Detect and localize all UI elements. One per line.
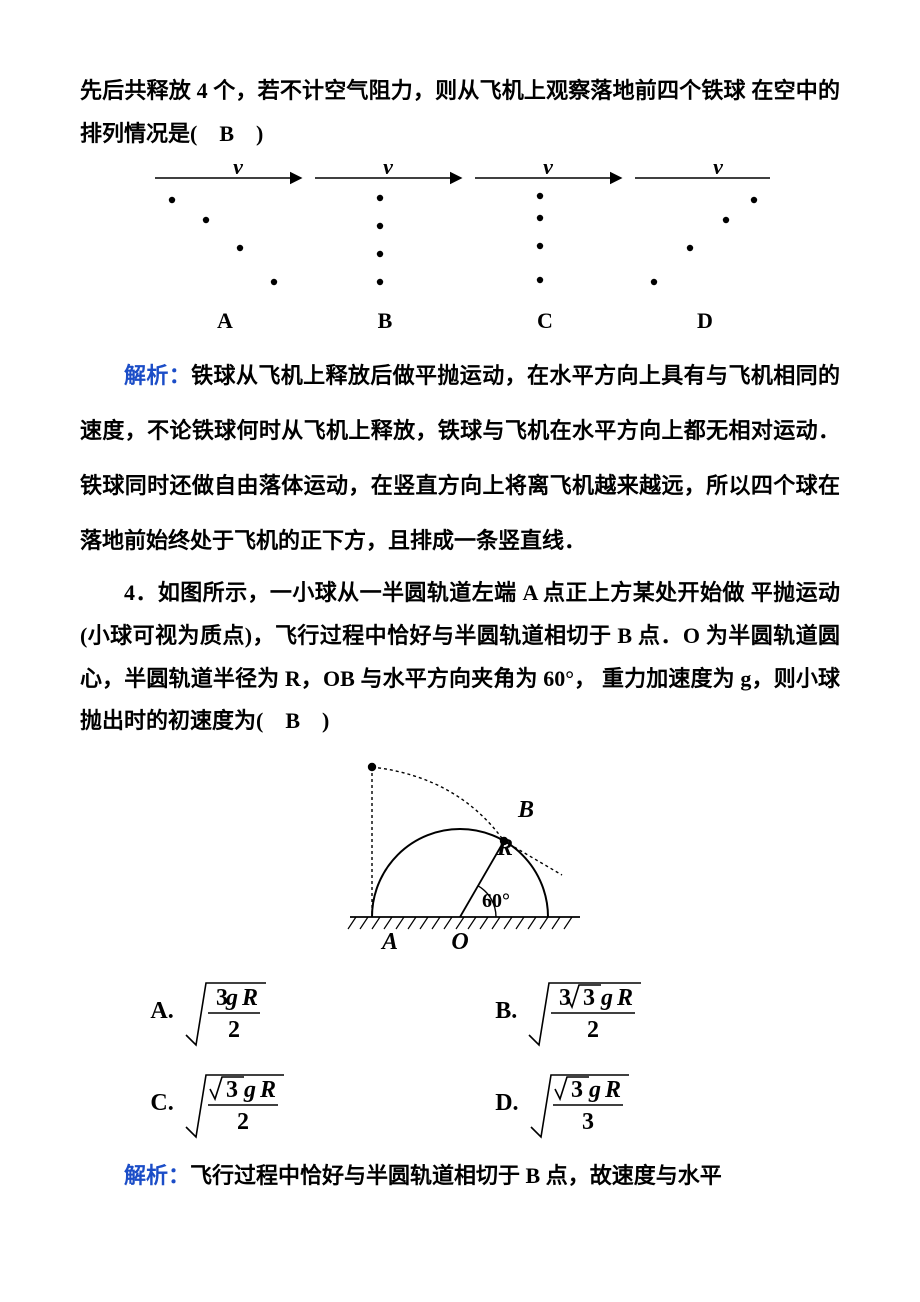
choice-d-label: D. [495, 1080, 518, 1127]
svg-text:v: v [543, 160, 553, 179]
svg-text:2: 2 [587, 1017, 599, 1043]
svg-text:A: A [380, 929, 398, 955]
choice-b: B. 33gR2 [495, 965, 840, 1057]
choice-a-expr: 3gR2 [182, 975, 332, 1047]
svg-text:g: g [225, 985, 238, 1011]
choice-d-expr: 3gR3 [527, 1067, 677, 1139]
q4-line1: 4．如图所示，一小球从一半圆轨道左端 A 点正上方某处开始做 [124, 580, 745, 605]
svg-text:C: C [537, 308, 553, 333]
choice-c-expr: 3gR2 [182, 1067, 332, 1139]
q3-intro: 先后共释放 4 个，若不计空气阻力，则从飞机上观察落地前四个铁球 在空中的排列情… [80, 70, 840, 156]
svg-text:B: B [517, 797, 534, 823]
choice-c: C. 3gR2 [150, 1057, 495, 1149]
diagram-semicircle: A O BR 60° [310, 747, 610, 957]
svg-text:3: 3 [583, 985, 595, 1011]
analysis-prefix: 解析： [124, 363, 191, 388]
svg-text:3: 3 [571, 1077, 583, 1103]
q3-analysis-body: 铁球从飞机上释放后做平抛运动，在水平方向上具有与飞机相同的速度，不论铁球何时从飞… [80, 363, 840, 553]
svg-text:3: 3 [559, 985, 571, 1011]
q4-text: 4．如图所示，一小球从一半圆轨道左端 A 点正上方某处开始做 平抛运动(小球可视… [80, 572, 840, 744]
diagram-options-abcd: v Av Bv Cv D [150, 160, 770, 340]
choice-a-label: A. [150, 988, 173, 1035]
choice-c-label: C. [150, 1080, 173, 1127]
svg-text:R: R [616, 985, 633, 1011]
choice-a: A. 3gR2 [150, 965, 495, 1057]
svg-text:60°: 60° [482, 890, 510, 912]
svg-text:v: v [233, 160, 243, 179]
svg-text:g: g [600, 985, 613, 1011]
svg-text:A: A [217, 308, 233, 333]
q4-analysis: 解析：飞行过程中恰好与半圆轨道相切于 B 点，故速度与水平 [80, 1155, 840, 1198]
svg-text:B: B [378, 308, 393, 333]
svg-text:R: R [259, 1077, 276, 1103]
choice-b-expr: 33gR2 [525, 975, 675, 1047]
svg-text:3: 3 [226, 1077, 238, 1103]
q3-analysis: 解析：铁球从飞机上释放后做平抛运动，在水平方向上具有与飞机相同的速度，不论铁球何… [80, 348, 840, 568]
svg-text:v: v [713, 160, 723, 179]
svg-text:g: g [243, 1077, 256, 1103]
svg-text:3: 3 [582, 1109, 594, 1135]
svg-text:R: R [241, 985, 258, 1011]
q3-intro-line1: 先后共释放 4 个，若不计空气阻力，则从飞机上观察落地前四个铁球 [80, 78, 746, 103]
choice-d: D. 3gR3 [495, 1057, 840, 1149]
svg-text:R: R [496, 835, 513, 861]
svg-text:g: g [588, 1077, 601, 1103]
q4-analysis-body: 飞行过程中恰好与半圆轨道相切于 B 点，故速度与水平 [190, 1163, 722, 1188]
choice-b-label: B. [495, 988, 517, 1035]
svg-text:2: 2 [228, 1017, 240, 1043]
svg-text:2: 2 [237, 1109, 249, 1135]
svg-text:D: D [697, 308, 713, 333]
svg-text:O: O [451, 929, 468, 955]
svg-text:R: R [604, 1077, 621, 1103]
q4-choices: A. 3gR2 B. 33gR2 C. 3gR2 D. 3gR3 [150, 965, 840, 1149]
q4-analysis-prefix: 解析： [124, 1163, 190, 1188]
svg-text:v: v [383, 160, 393, 179]
